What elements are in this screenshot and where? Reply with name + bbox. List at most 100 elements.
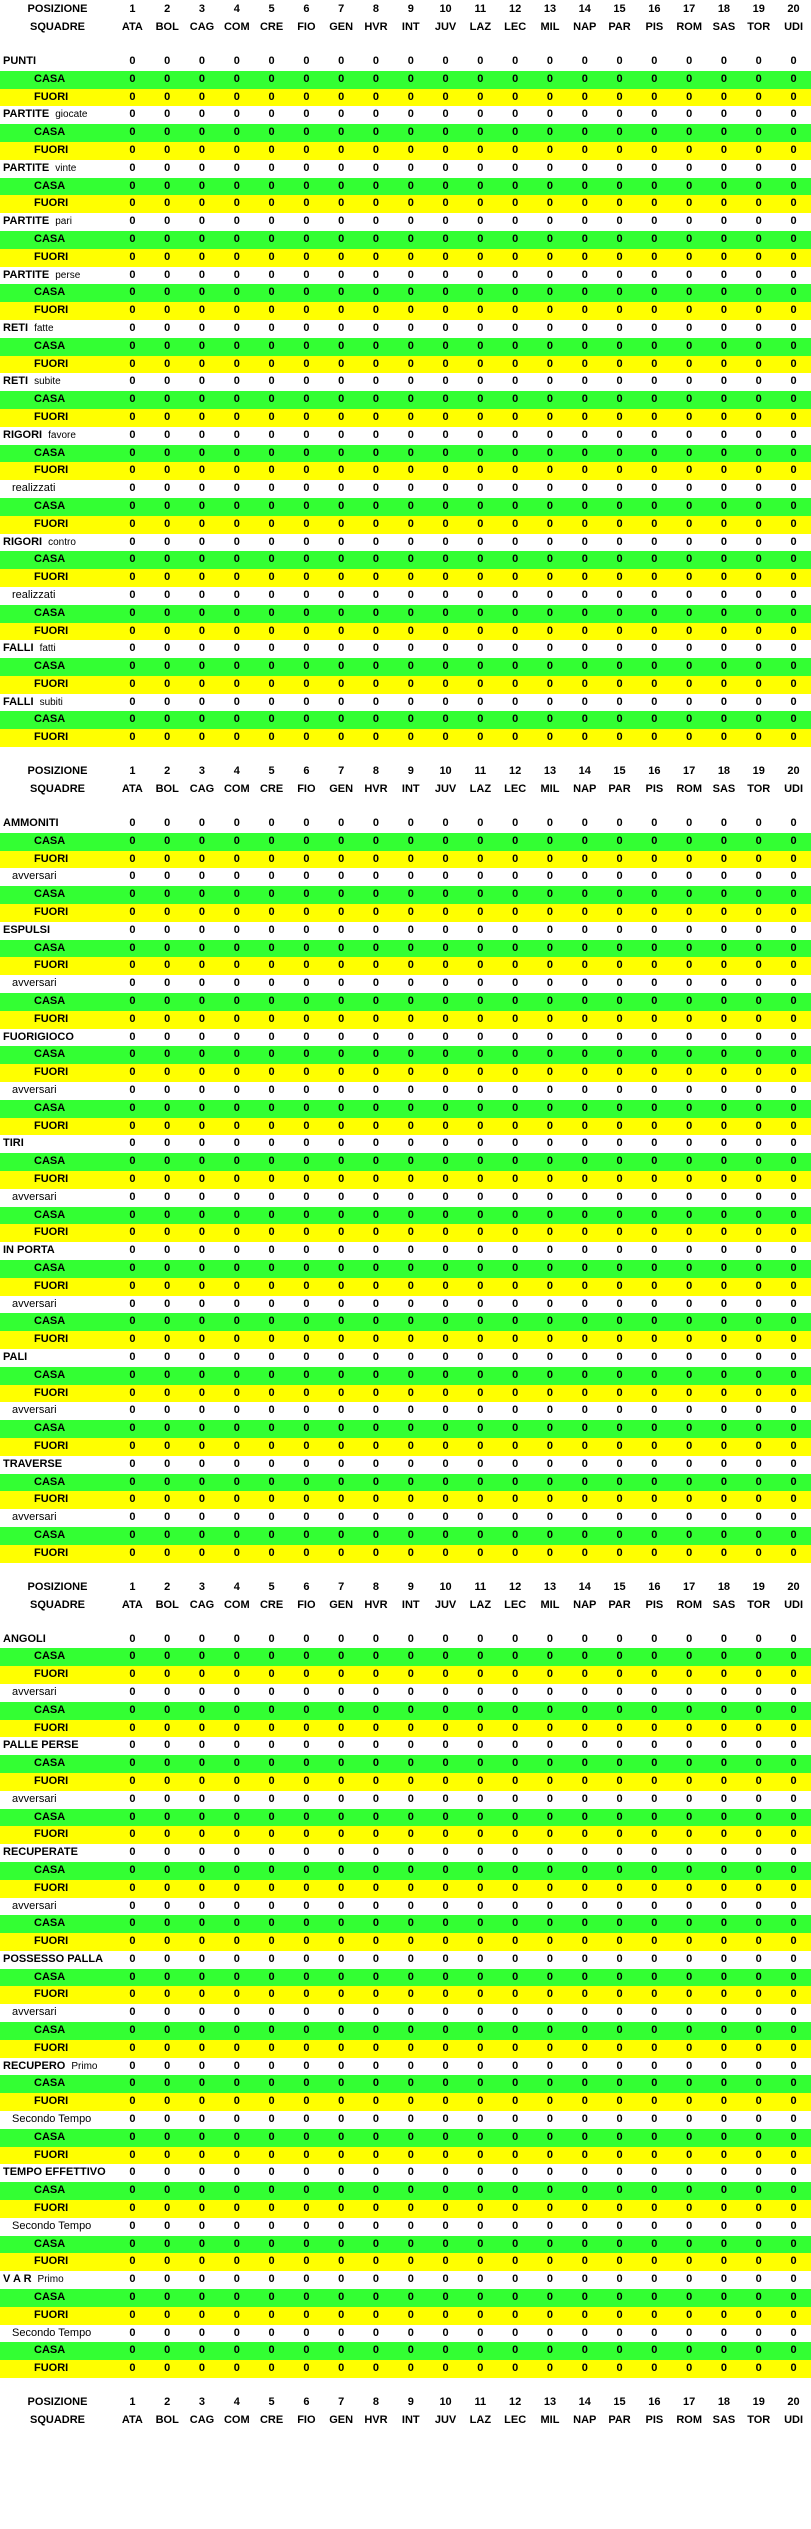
value: 0 — [233, 1493, 240, 1506]
value: 0 — [477, 1881, 484, 1894]
label-text: FUORI — [34, 304, 69, 317]
value: 0 — [303, 535, 310, 548]
value: 0 — [338, 1528, 345, 1541]
value: 0 — [338, 1012, 345, 1025]
value: 0 — [268, 677, 275, 690]
value: 0 — [442, 731, 449, 744]
value: 0 — [616, 695, 623, 708]
value: 0 — [651, 1988, 658, 2001]
value: 0 — [720, 852, 727, 865]
value: 0 — [790, 642, 797, 655]
value: 0 — [512, 731, 519, 744]
value: 0 — [477, 321, 484, 334]
value: 0 — [129, 852, 136, 865]
value: 0 — [790, 535, 797, 548]
value: 0 — [651, 888, 658, 901]
value: 0 — [268, 1297, 275, 1310]
value: 0 — [651, 464, 658, 477]
value: 0 — [129, 499, 136, 512]
stat-row: FUORIGIOCO 0 0 0 0 0 0 0 0 0 0 0 0 0 0 0 0 0 0 0 0 — [0, 1028, 811, 1047]
value: 0 — [164, 1988, 171, 2001]
value: 0 — [407, 357, 414, 370]
value: 0 — [616, 108, 623, 121]
value: 0 — [581, 2148, 588, 2161]
value: 0 — [686, 1846, 693, 1859]
value: 0 — [546, 1386, 554, 1399]
value: 0 — [512, 642, 519, 655]
value: 0 — [268, 1012, 275, 1025]
value: 0 — [755, 286, 762, 299]
value: 0 — [755, 588, 762, 601]
value: 0 — [755, 2237, 762, 2250]
value: 0 — [546, 1528, 554, 1541]
value: 0 — [233, 446, 240, 459]
value: 0 — [372, 2095, 380, 2108]
value: 0 — [268, 428, 275, 441]
value: 0 — [686, 410, 693, 423]
value: 0 — [686, 2202, 693, 2215]
value: 0 — [303, 446, 310, 459]
value: 0 — [477, 1439, 484, 1452]
value: 0 — [198, 1917, 206, 1930]
value: 0 — [442, 642, 449, 655]
value: 0 — [233, 375, 240, 388]
value: 0 — [581, 286, 588, 299]
value: 0 — [303, 660, 310, 673]
value: 0 — [198, 1970, 206, 1983]
row-label: CASA — [0, 1862, 115, 1880]
label-text: FUORI — [34, 1119, 69, 1132]
value: 0 — [651, 1970, 658, 1983]
value: 0 — [686, 499, 693, 512]
row-label: FUORI — [0, 249, 115, 267]
value: 0 — [755, 410, 762, 423]
value: 0 — [581, 553, 588, 566]
label-text: CASA — [34, 941, 66, 954]
label-text: CASA — [34, 286, 66, 299]
value: 0 — [442, 1546, 449, 1559]
value: 0 — [198, 1774, 206, 1787]
value: 0 — [372, 870, 380, 883]
value: 0 — [755, 1899, 762, 1912]
value: 0 — [686, 197, 693, 210]
value: 0 — [338, 1422, 345, 1435]
value: 0 — [442, 1685, 449, 1698]
stat-row: CASA 0 0 0 0 0 0 0 0 0 0 0 0 0 0 0 0 0 0 0 0 — [0, 832, 811, 851]
value: 0 — [198, 410, 206, 423]
value: 0 — [233, 2077, 240, 2090]
value: 0 — [268, 1066, 275, 1079]
row-label: CASA — [0, 1527, 115, 1545]
value: 0 — [268, 1208, 275, 1221]
value: 0 — [512, 888, 519, 901]
value: 0 — [546, 393, 554, 406]
value: 0 — [442, 1173, 449, 1186]
value: 0 — [477, 2273, 484, 2286]
stat-row: ESPULSI 0 0 0 0 0 0 0 0 0 0 0 0 0 0 0 0 0 0 0 0 — [0, 921, 811, 940]
value: 0 — [477, 2291, 484, 2304]
value: 0 — [129, 2344, 136, 2357]
row-label: FUORI — [0, 1545, 115, 1563]
value: 0 — [477, 393, 484, 406]
value: 0 — [164, 126, 171, 139]
value: 0 — [477, 1030, 484, 1043]
value: 0 — [372, 1952, 380, 1965]
value: 0 — [407, 1315, 414, 1328]
label-text: FUORI — [34, 2095, 69, 2108]
value: 0 — [164, 2130, 171, 2143]
value: 0 — [338, 1546, 345, 1559]
value: 0 — [546, 2202, 554, 2215]
value: 0 — [720, 1739, 727, 1752]
value: 0 — [198, 197, 206, 210]
value: 0 — [268, 535, 275, 548]
team: TOR — [747, 783, 771, 796]
value: 0 — [164, 179, 171, 192]
value: 0 — [720, 161, 727, 174]
value: 0 — [790, 1970, 797, 1983]
value: 0 — [546, 1511, 554, 1524]
value: 0 — [372, 1315, 380, 1328]
value: 0 — [372, 1846, 380, 1859]
value: 0 — [651, 1315, 658, 1328]
value: 0 — [790, 2059, 797, 2072]
value: 0 — [442, 1650, 449, 1663]
value: 0 — [755, 1137, 762, 1150]
value: 0 — [651, 1881, 658, 1894]
